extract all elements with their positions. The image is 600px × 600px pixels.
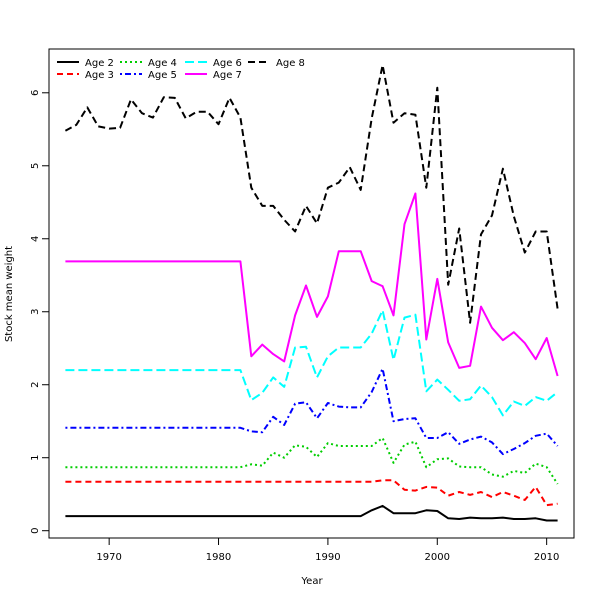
y-tick-label: 0 bbox=[30, 528, 41, 534]
y-tick-label: 1 bbox=[30, 455, 41, 461]
legend-label-age-2: Age 2 bbox=[85, 58, 114, 69]
legend-label-age-4: Age 4 bbox=[148, 58, 177, 69]
series-layer bbox=[64, 64, 559, 522]
series-line-age-6 bbox=[65, 309, 559, 417]
legend-label-age-7: Age 7 bbox=[213, 70, 242, 81]
y-tick-label: 5 bbox=[30, 163, 41, 169]
plot-frame bbox=[48, 48, 575, 539]
x-tick-label: 1990 bbox=[315, 552, 340, 563]
y-tick-label: 4 bbox=[30, 236, 41, 242]
series-line-age-7 bbox=[65, 192, 559, 377]
y-tick-label: 2 bbox=[30, 382, 41, 388]
x-tick-label: 2010 bbox=[534, 552, 559, 563]
y-tick-label: 6 bbox=[30, 90, 41, 96]
legend-label-age-8: Age 8 bbox=[276, 58, 305, 69]
series-line-age-8 bbox=[64, 64, 559, 324]
legend-label-age-6: Age 6 bbox=[213, 58, 242, 69]
series-line-age-4 bbox=[65, 437, 559, 485]
x-tick-label: 1980 bbox=[206, 552, 231, 563]
series-line-age-3 bbox=[65, 479, 558, 507]
x-tick-label: 1970 bbox=[96, 552, 121, 563]
x-tick-label: 2000 bbox=[425, 552, 450, 563]
x-axis-label: Year bbox=[300, 576, 323, 587]
y-tick-label: 3 bbox=[30, 309, 41, 315]
series-line-age-5 bbox=[65, 367, 559, 456]
y-axis-label: Stock mean weight bbox=[4, 246, 15, 342]
y-axis: 0 1 2 3 4 5 6 bbox=[30, 90, 49, 534]
series-line-age-2 bbox=[65, 504, 558, 522]
legend-label-age-3: Age 3 bbox=[85, 70, 114, 81]
x-axis: 1970 1980 1990 2000 2010 bbox=[96, 538, 559, 563]
legend-label-age-5: Age 5 bbox=[148, 70, 177, 81]
